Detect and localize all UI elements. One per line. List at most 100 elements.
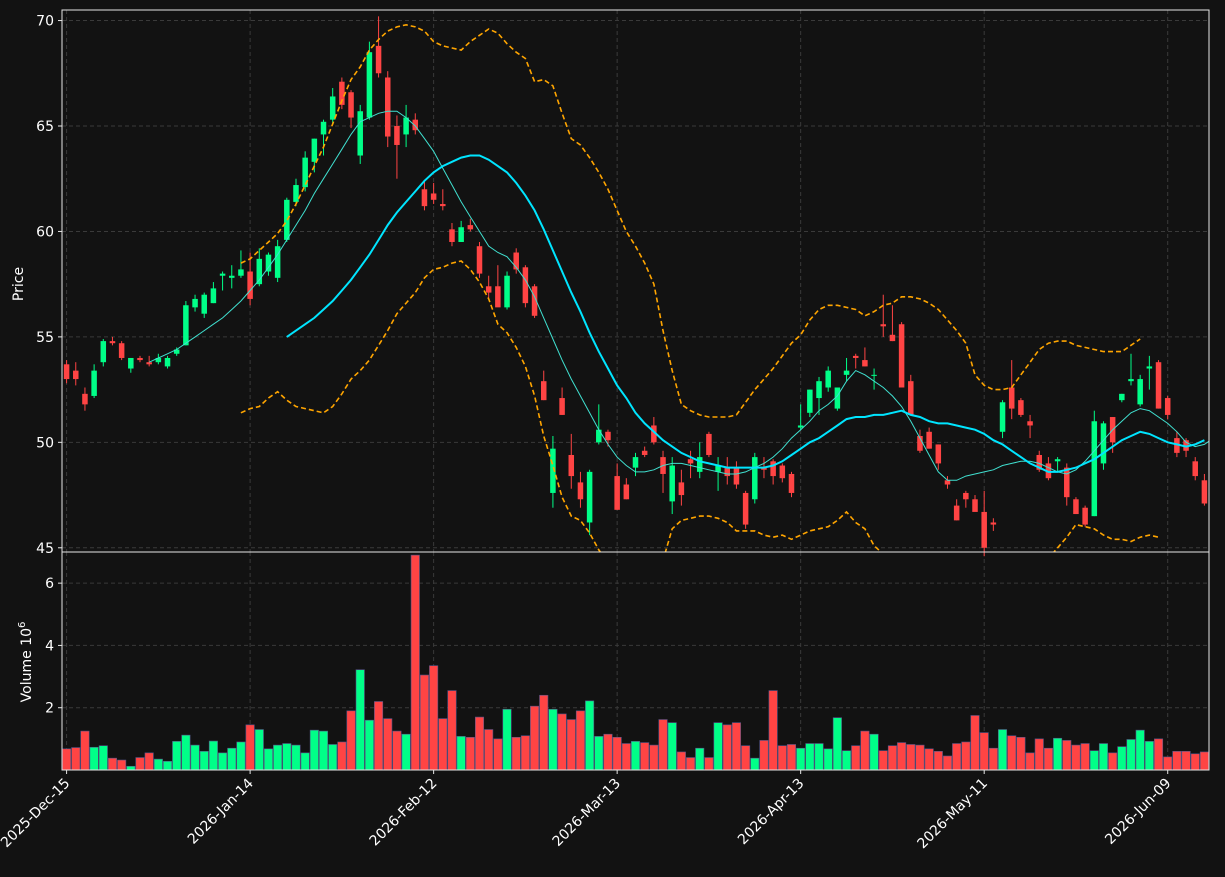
candle-body — [696, 457, 703, 472]
candle-body — [1082, 507, 1088, 525]
volume-bar — [768, 690, 778, 771]
volume-bar — [107, 757, 117, 771]
volume-bar — [557, 713, 567, 771]
volume-bar — [153, 758, 163, 771]
candle-body — [1064, 467, 1070, 498]
volume-bar — [814, 743, 824, 771]
candle-body — [752, 457, 758, 500]
volume-bar — [1007, 735, 1017, 771]
volume-bar — [190, 744, 200, 771]
volume-bar — [383, 718, 393, 771]
candle-body — [256, 258, 263, 285]
volume-bar — [126, 765, 136, 771]
volume-bar — [1025, 752, 1035, 771]
candle-body — [1174, 438, 1180, 453]
volume-bar — [520, 735, 530, 771]
volume-bar — [786, 744, 797, 771]
volume-bar — [777, 745, 787, 771]
volume-bar — [1172, 751, 1182, 771]
candle-body — [421, 189, 428, 207]
candle-body — [908, 381, 914, 415]
candle-body — [586, 471, 593, 523]
candle-body — [384, 77, 391, 137]
volume-bar — [291, 744, 301, 771]
volume-bar — [1126, 739, 1136, 771]
overlay-band_lower — [240, 260, 1159, 552]
candle-body — [577, 482, 584, 500]
volume-bar — [961, 741, 971, 771]
candle-body — [715, 465, 721, 472]
volume-bar — [401, 733, 411, 771]
volume-bar — [851, 745, 861, 771]
volume-bar — [704, 757, 714, 771]
volume-bar — [649, 744, 659, 771]
candle-body — [641, 450, 648, 455]
candle-body — [192, 298, 198, 308]
candle-body — [816, 381, 822, 399]
volume-bar — [1080, 743, 1090, 771]
volume-axis-label-base: Volume 10 — [19, 628, 35, 702]
candle-body — [953, 505, 960, 521]
volume-bar — [796, 747, 806, 771]
candle-body — [898, 324, 905, 388]
volume-bar — [163, 760, 173, 771]
volume-bar — [502, 708, 512, 771]
candle-body — [73, 370, 79, 380]
candle-body — [394, 125, 400, 145]
volume-bar — [456, 736, 466, 771]
candle-body — [917, 436, 923, 451]
volume-bar — [208, 740, 218, 771]
candle-body — [109, 341, 116, 344]
volume-bar — [952, 743, 962, 771]
candle-body — [82, 393, 88, 405]
candle-body — [449, 229, 455, 242]
candle-body — [678, 482, 685, 496]
volume-bar — [263, 748, 273, 771]
candle-body — [476, 246, 483, 274]
volume-bar — [566, 719, 576, 771]
candle-body — [596, 429, 602, 443]
overlay-ma_fast — [148, 110, 1209, 481]
volume-bar — [419, 674, 429, 771]
volume-bars — [62, 554, 1209, 771]
volume-bar — [374, 701, 384, 771]
volume-bar — [410, 554, 420, 771]
volume-bar — [594, 736, 604, 771]
candle-body — [843, 370, 850, 375]
volume-bar — [750, 757, 760, 771]
volume-bar — [71, 747, 81, 771]
candle-body — [963, 492, 969, 500]
volume-axis-label: Volume 106 — [17, 622, 35, 703]
volume-bar — [318, 730, 329, 771]
candle-body — [274, 246, 281, 278]
candle-body — [733, 467, 740, 485]
candle-body — [467, 225, 474, 230]
candle-body — [1119, 393, 1125, 401]
candle-body — [889, 334, 896, 342]
candle-body — [540, 381, 547, 401]
volume-bar — [924, 748, 934, 771]
volume-tick-label: 4 — [45, 638, 54, 654]
candle-body — [219, 273, 226, 276]
volume-bar — [465, 736, 475, 771]
volume-bar — [676, 751, 686, 771]
candle-body — [311, 138, 318, 162]
candle-body — [485, 286, 492, 293]
candle-body — [825, 370, 831, 388]
volume-panel-frame — [61, 551, 1210, 771]
price-tick-label: 45 — [36, 541, 54, 557]
volume-bar — [172, 741, 182, 771]
candle-body — [348, 92, 354, 118]
candle-body — [724, 467, 731, 477]
candle-body — [146, 362, 152, 365]
candle-body — [137, 357, 143, 361]
price-tick-label: 50 — [36, 435, 54, 451]
volume-bar — [713, 722, 723, 771]
candle-body — [201, 294, 207, 314]
candle-body — [329, 96, 336, 120]
volume-bar — [364, 719, 374, 771]
candle-body — [1018, 400, 1024, 415]
volume-bar — [575, 710, 585, 771]
volume-bar — [89, 746, 99, 771]
